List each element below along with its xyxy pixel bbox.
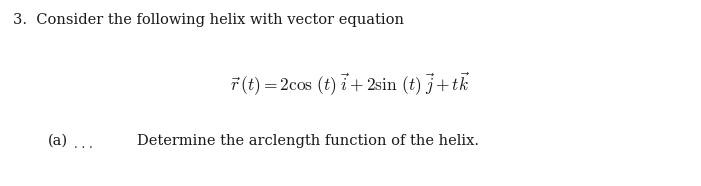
Text: 3.  Consider the following helix with vector equation: 3. Consider the following helix with vec… — [13, 13, 404, 27]
Text: (a): (a) — [48, 134, 68, 148]
Text: . . .: . . . — [74, 138, 93, 151]
Text: $\vec{r}\,(t) = 2\cos\,(t)\;\vec{i} + 2\sin\,(t)\;\vec{j} + t\vec{k}$: $\vec{r}\,(t) = 2\cos\,(t)\;\vec{i} + 2\… — [231, 71, 470, 98]
Text: Determine the arclength function of the helix.: Determine the arclength function of the … — [137, 134, 479, 148]
